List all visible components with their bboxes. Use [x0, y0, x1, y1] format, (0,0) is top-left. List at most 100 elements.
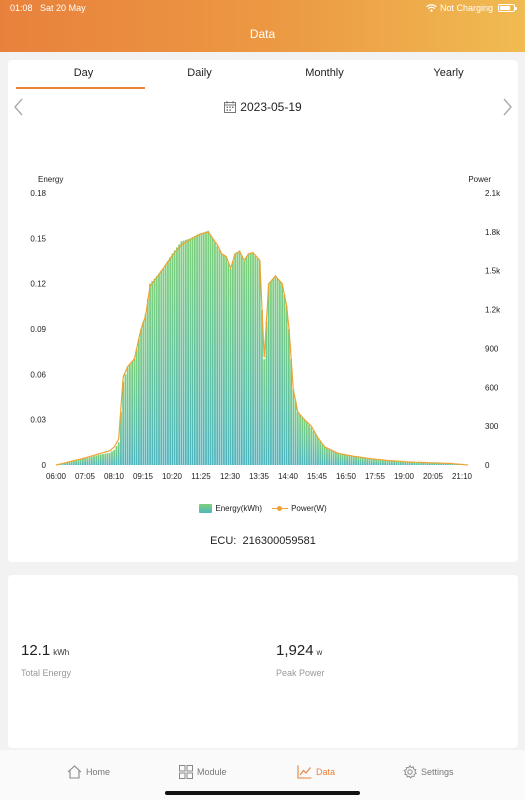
energy-bar[interactable]: [162, 268, 165, 465]
energy-bar[interactable]: [411, 462, 413, 465]
energy-bar[interactable]: [240, 255, 243, 465]
energy-bar[interactable]: [404, 461, 407, 465]
tab-daily[interactable]: Daily: [187, 67, 212, 79]
energy-bar[interactable]: [287, 329, 290, 465]
energy-bar[interactable]: [88, 457, 91, 465]
energy-bar[interactable]: [171, 253, 174, 465]
energy-bar[interactable]: [84, 458, 87, 465]
energy-bar[interactable]: [437, 463, 440, 465]
energy-bar[interactable]: [429, 462, 431, 465]
energy-bar[interactable]: [274, 276, 277, 465]
energy-bar[interactable]: [276, 278, 279, 465]
energy-bar[interactable]: [120, 412, 122, 465]
energy-bar[interactable]: [334, 451, 337, 465]
energy-bar[interactable]: [314, 434, 317, 465]
energy-bar[interactable]: [180, 241, 183, 465]
energy-bar[interactable]: [433, 462, 436, 465]
energy-bar[interactable]: [265, 321, 268, 465]
energy-bar[interactable]: [133, 359, 136, 465]
energy-bar[interactable]: [97, 454, 100, 465]
energy-bar[interactable]: [220, 253, 223, 465]
energy-bar[interactable]: [395, 461, 398, 465]
energy-bar[interactable]: [81, 458, 84, 465]
tab-yearly[interactable]: Yearly: [433, 67, 464, 79]
energy-bar[interactable]: [106, 453, 109, 465]
energy-bar[interactable]: [173, 250, 176, 465]
energy-bar[interactable]: [326, 447, 328, 465]
energy-bar[interactable]: [312, 430, 315, 465]
energy-bar[interactable]: [348, 455, 351, 465]
energy-bar[interactable]: [111, 451, 113, 465]
energy-bar[interactable]: [223, 254, 225, 465]
energy-bar[interactable]: [167, 261, 169, 465]
energy-bar[interactable]: [406, 461, 409, 465]
energy-bar[interactable]: [379, 459, 382, 465]
legend-energy[interactable]: Energy(kWh): [199, 504, 262, 513]
energy-bar[interactable]: [182, 240, 185, 465]
energy-bar[interactable]: [299, 414, 301, 465]
energy-bar[interactable]: [305, 422, 308, 465]
energy-bar[interactable]: [341, 453, 344, 465]
energy-bar[interactable]: [225, 256, 228, 465]
energy-bar[interactable]: [296, 412, 299, 465]
energy-bar[interactable]: [294, 400, 297, 465]
energy-bar[interactable]: [267, 283, 270, 465]
energy-bar[interactable]: [73, 460, 75, 465]
energy-bar[interactable]: [122, 381, 125, 465]
tab-day[interactable]: Day: [73, 67, 94, 79]
energy-bar[interactable]: [146, 298, 149, 465]
energy-bar[interactable]: [160, 271, 163, 465]
energy-bar[interactable]: [252, 253, 254, 465]
tab-monthly[interactable]: Monthly: [305, 67, 344, 79]
energy-bar[interactable]: [359, 457, 362, 465]
energy-bar[interactable]: [95, 455, 98, 465]
energy-bar[interactable]: [261, 310, 263, 465]
energy-bar[interactable]: [117, 442, 120, 465]
energy-bar[interactable]: [422, 462, 425, 465]
energy-bar[interactable]: [115, 446, 118, 465]
energy-bar[interactable]: [66, 462, 69, 465]
energy-bar[interactable]: [328, 448, 331, 465]
energy-bar[interactable]: [70, 461, 73, 465]
energy-bar[interactable]: [393, 460, 396, 465]
energy-bar[interactable]: [211, 238, 214, 465]
energy-bar[interactable]: [446, 463, 449, 465]
energy-bar[interactable]: [413, 462, 416, 465]
energy-bar[interactable]: [149, 283, 151, 465]
energy-bar[interactable]: [209, 234, 212, 465]
energy-bar[interactable]: [453, 463, 456, 465]
energy-bar[interactable]: [128, 364, 131, 465]
energy-bar[interactable]: [169, 257, 172, 465]
energy-bar[interactable]: [368, 458, 371, 465]
energy-bar[interactable]: [384, 460, 387, 465]
energy-bar[interactable]: [382, 460, 384, 465]
energy-bar[interactable]: [79, 459, 82, 465]
energy-bar[interactable]: [238, 250, 241, 465]
energy-bar[interactable]: [449, 463, 451, 465]
energy-bar[interactable]: [158, 273, 160, 465]
energy-bar[interactable]: [350, 455, 353, 465]
energy-bar[interactable]: [377, 459, 380, 465]
energy-bar[interactable]: [153, 278, 156, 465]
energy-bar[interactable]: [420, 462, 422, 465]
energy-bar[interactable]: [229, 268, 232, 465]
energy-bar[interactable]: [75, 460, 78, 465]
energy-bar[interactable]: [108, 452, 111, 465]
prev-date-arrow-icon[interactable]: [12, 98, 26, 116]
energy-bar[interactable]: [258, 261, 261, 465]
energy-bar[interactable]: [218, 249, 221, 465]
energy-bar[interactable]: [86, 457, 89, 465]
energy-bar[interactable]: [263, 359, 266, 465]
energy-bar[interactable]: [214, 242, 216, 465]
energy-bar[interactable]: [200, 233, 203, 465]
energy-bar[interactable]: [408, 461, 411, 465]
energy-bar[interactable]: [102, 454, 104, 465]
energy-bar[interactable]: [104, 453, 107, 465]
tabbar-settings[interactable]: Settings: [403, 765, 454, 779]
energy-bar[interactable]: [144, 313, 147, 465]
energy-bar[interactable]: [283, 295, 286, 465]
energy-bar[interactable]: [319, 440, 322, 465]
energy-bar[interactable]: [178, 244, 181, 465]
tabbar-data[interactable]: Data: [297, 765, 335, 779]
energy-bar[interactable]: [390, 460, 393, 465]
